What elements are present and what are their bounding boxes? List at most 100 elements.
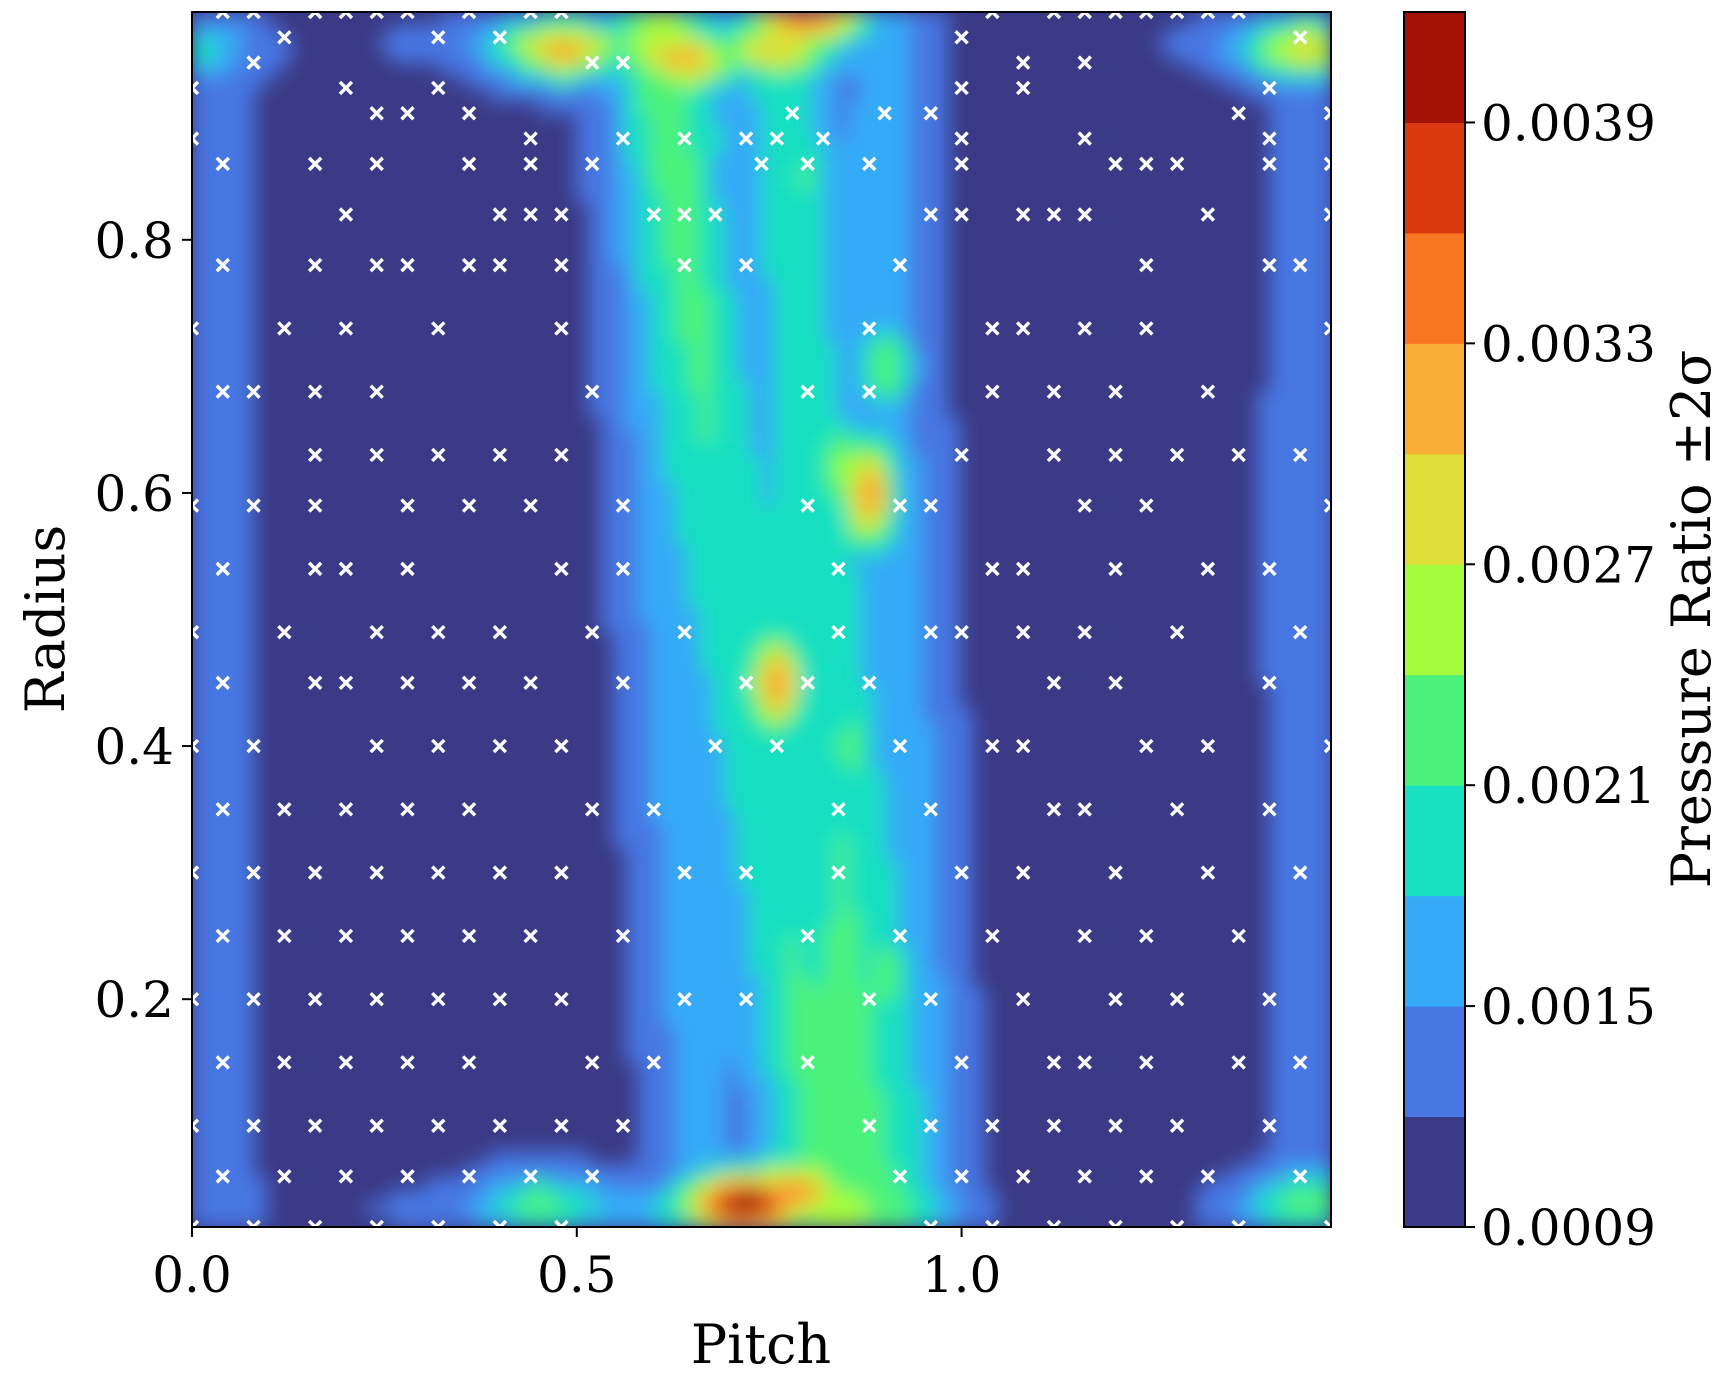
contour-cell <box>736 632 750 646</box>
colorbar-swatch <box>1404 122 1465 234</box>
contour-cell <box>687 227 701 241</box>
contour-cell <box>835 442 849 456</box>
contour-cell <box>637 708 651 722</box>
contour-cell <box>625 859 639 874</box>
contour-cell <box>749 467 763 481</box>
contour-cell <box>625 1214 639 1227</box>
contour-cell <box>1269 1087 1283 1102</box>
contour-cell <box>1306 12 1320 26</box>
contour-cell <box>910 746 924 760</box>
contour-cell <box>1256 429 1270 443</box>
colorbar-swatches <box>1404 12 1465 1228</box>
contour-cell <box>625 391 639 405</box>
contour-cell <box>885 670 899 684</box>
contour-cell <box>761 214 775 228</box>
contour-cell <box>724 277 738 292</box>
contour-cell <box>204 885 218 899</box>
contour-cell <box>811 758 824 772</box>
contour-cell <box>872 644 886 659</box>
contour-cell <box>390 37 404 51</box>
contour-cell <box>637 366 651 380</box>
contour-cell <box>860 556 874 570</box>
contour-cell <box>761 784 775 798</box>
contour-cell <box>1293 189 1307 203</box>
contour-cell <box>1281 568 1295 583</box>
contour-cell <box>625 315 639 330</box>
contour-cell <box>773 315 787 330</box>
contour-cell <box>241 163 255 178</box>
contour-cell <box>947 720 961 735</box>
contour-cell <box>1306 1075 1320 1089</box>
contour-cell <box>835 771 849 785</box>
contour-cell <box>600 1163 614 1177</box>
contour-cell <box>662 442 676 456</box>
contour-cell <box>959 1214 973 1227</box>
contour-cell <box>662 1087 676 1102</box>
contour-cell <box>823 1049 837 1064</box>
contour-cell <box>761 341 775 355</box>
contour-cell <box>662 834 676 848</box>
contour-cell <box>934 948 948 962</box>
contour-cell <box>674 1138 688 1152</box>
contour-cell <box>1293 695 1307 709</box>
contour-cell <box>439 62 453 76</box>
contour-cell <box>786 454 800 469</box>
contour-cell <box>749 973 763 988</box>
contour-cell <box>241 923 255 937</box>
contour-cell <box>439 49 453 64</box>
contour-cell <box>216 303 230 317</box>
contour-cell <box>910 75 924 89</box>
contour-cell <box>773 113 787 127</box>
contour-cell <box>489 62 503 76</box>
contour-cell <box>637 353 651 367</box>
contour-cell <box>662 1201 676 1215</box>
contour-cell <box>1194 1201 1208 1215</box>
contour-cell <box>699 986 713 1000</box>
contour-cell <box>192 644 205 659</box>
contour-cell <box>192 1037 205 1051</box>
contour-cell <box>1318 961 1331 975</box>
contour-cell <box>1269 201 1283 216</box>
contour-cell <box>241 1151 255 1165</box>
contour-cell <box>885 796 899 810</box>
contour-cell <box>848 353 862 367</box>
sample-marker <box>338 1055 354 1070</box>
contour-cell <box>204 682 218 697</box>
colorbar-swatch <box>1404 785 1465 897</box>
contour-cell <box>662 530 676 545</box>
contour-cell <box>736 771 750 785</box>
contour-cell <box>650 834 664 848</box>
contour-cell <box>1293 353 1307 367</box>
contour-cell <box>1293 1151 1307 1165</box>
contour-cell <box>885 37 899 51</box>
contour-cell <box>872 125 886 140</box>
contour-cell <box>922 379 936 393</box>
contour-cell <box>625 758 639 772</box>
contour-cell <box>1293 492 1307 507</box>
contour-cell <box>1219 49 1233 64</box>
contour-cell <box>612 771 626 785</box>
contour-cell <box>1318 897 1331 912</box>
contour-cell <box>773 290 787 304</box>
contour-cell <box>848 1113 862 1127</box>
contour-cell <box>563 75 577 89</box>
contour-cell <box>910 417 924 431</box>
contour-cell <box>971 1214 985 1227</box>
contour-cell <box>835 138 849 152</box>
contour-cell <box>885 897 899 912</box>
contour-cell <box>662 492 676 507</box>
contour-cell <box>650 227 664 241</box>
contour-cell <box>922 733 936 747</box>
contour-cell <box>241 935 255 950</box>
contour-cell <box>229 138 243 152</box>
contour-cell <box>216 201 230 216</box>
contour-cell <box>1281 632 1295 646</box>
contour-cell <box>687 505 701 519</box>
contour-cell <box>637 1214 651 1227</box>
contour-cell <box>860 1163 874 1177</box>
contour-cell <box>736 239 750 254</box>
contour-cell <box>860 1075 874 1089</box>
contour-cell <box>872 1176 886 1190</box>
contour-cell <box>662 366 676 380</box>
contour-cell <box>860 1087 874 1102</box>
